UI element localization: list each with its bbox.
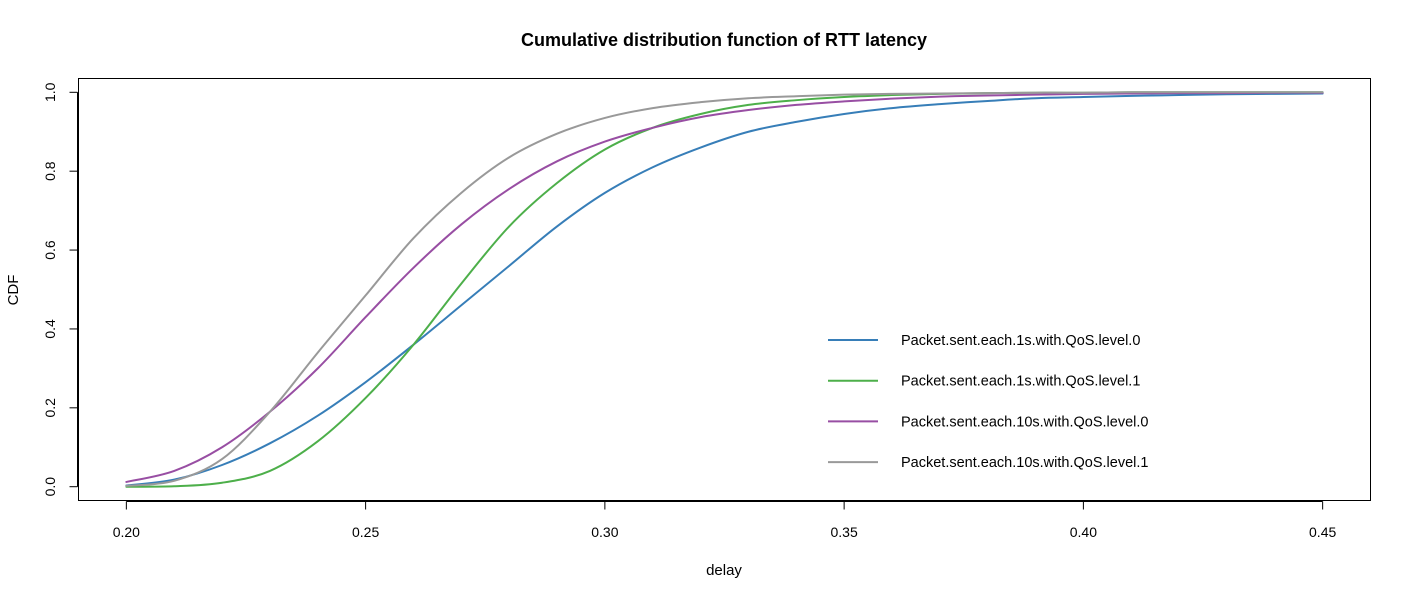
legend-label: Packet.sent.each.1s.with.QoS.level.0 bbox=[901, 333, 1140, 349]
y-tick-label: 0.0 bbox=[42, 477, 58, 497]
y-tick-label: 0.8 bbox=[42, 161, 58, 181]
x-axis: 0.20 0.25 0.30 0.35 0.40 0.45 bbox=[113, 501, 1336, 540]
series-line-4 bbox=[125, 91, 1324, 487]
x-axis-label: delay bbox=[706, 562, 742, 579]
x-tick-label: 0.40 bbox=[1070, 524, 1097, 540]
legend-label: Packet.sent.each.10s.with.QoS.level.0 bbox=[901, 414, 1148, 430]
y-tick-label: 0.4 bbox=[42, 319, 58, 339]
x-tick-label: 0.45 bbox=[1309, 524, 1336, 540]
y-tick-label: 0.2 bbox=[42, 398, 58, 418]
series-lines bbox=[125, 91, 1324, 488]
x-tick-label: 0.35 bbox=[831, 524, 858, 540]
legend-label: Packet.sent.each.1s.with.QoS.level.1 bbox=[901, 374, 1140, 390]
legend-label: Packet.sent.each.10s.with.QoS.level.1 bbox=[901, 455, 1148, 471]
x-tick-label: 0.30 bbox=[591, 524, 618, 540]
series-line-1 bbox=[125, 92, 1324, 487]
y-tick-label: 1.0 bbox=[42, 82, 58, 102]
x-tick-label: 0.25 bbox=[352, 524, 379, 540]
legend: Packet.sent.each.1s.with.QoS.level.0 Pack… bbox=[828, 333, 1148, 471]
series-line-3 bbox=[125, 91, 1324, 483]
y-tick-label: 0.6 bbox=[42, 240, 58, 260]
y-axis-label: CDF bbox=[5, 275, 22, 306]
x-tick-label: 0.20 bbox=[113, 524, 140, 540]
chart-title: Cumulative distribution function of RTT … bbox=[521, 30, 927, 50]
y-axis: 0.0 0.2 0.4 0.6 0.8 1.0 bbox=[42, 82, 78, 496]
plot-frame bbox=[78, 78, 1371, 501]
